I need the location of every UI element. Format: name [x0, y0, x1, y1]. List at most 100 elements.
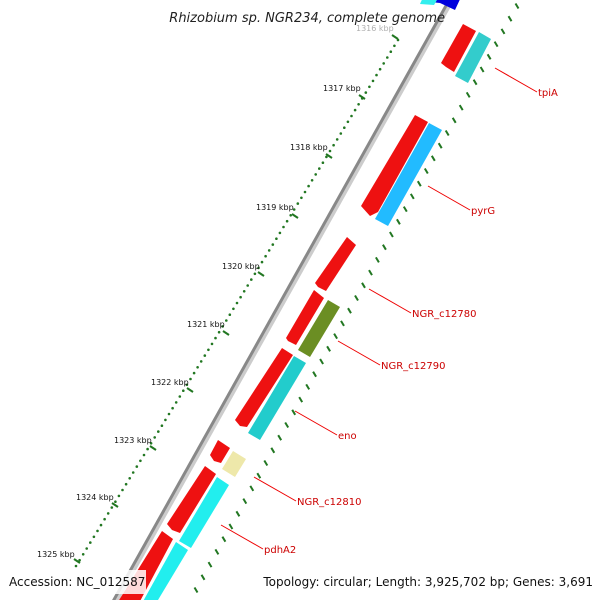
inner-track-dash — [486, 53, 492, 60]
tick-dot — [131, 471, 135, 474]
tick-dot — [81, 553, 85, 556]
gene-label-ngr-c12780: NGR_c12780 — [412, 309, 477, 320]
tick-dot — [378, 67, 382, 71]
tick-dot — [321, 161, 325, 164]
inner-track-dash — [465, 91, 471, 98]
inner-track-dash — [458, 104, 464, 111]
inner-track-dash — [221, 536, 227, 543]
tick-label-1324: 1324 kbp — [76, 493, 114, 502]
tick-mark-1318 — [325, 153, 333, 159]
inner-track-dash — [277, 434, 283, 441]
inner-track-dash — [361, 282, 366, 289]
tick-dot — [99, 523, 103, 527]
tick-dot — [239, 295, 242, 299]
tick-dot — [164, 418, 167, 422]
footer-background-right — [256, 570, 596, 594]
inner-track-dash — [214, 548, 220, 555]
cds-arrow-ngr-c12790-a — [286, 290, 324, 345]
product-bar-bottom-partial — [143, 542, 188, 600]
tick-dot — [250, 278, 253, 281]
tick-dot — [257, 266, 260, 270]
tick-dot — [364, 91, 368, 94]
label-line-eno — [294, 410, 338, 436]
product-bar-ngr-c12790 — [298, 300, 340, 357]
tick-dot — [350, 114, 353, 118]
tick-dot — [260, 260, 264, 264]
inner-track-dash — [256, 472, 262, 479]
tick-dot — [142, 453, 146, 457]
tick-dot — [307, 184, 310, 188]
inner-track-dash — [396, 218, 401, 225]
gene-label-pdha2: pdhA2 — [264, 545, 296, 556]
tick-dot — [242, 290, 246, 293]
inner-track-dash — [493, 41, 499, 48]
label-line-tpia — [494, 67, 538, 93]
tick-dot — [303, 190, 307, 194]
tick-dot — [174, 401, 178, 404]
tick-dot — [371, 79, 375, 83]
inner-track-dash — [340, 320, 345, 327]
tick-dot — [339, 132, 343, 135]
inner-track-dash — [193, 586, 199, 594]
inner-track-dash — [298, 396, 304, 403]
tick-dot — [314, 173, 318, 176]
tick-dot — [74, 564, 78, 568]
tick-label-1323: 1323 kbp — [114, 436, 152, 445]
tick-dot — [196, 366, 199, 369]
inner-track-dash — [305, 383, 311, 390]
tick-dot — [228, 313, 232, 317]
tick-dot — [296, 202, 300, 205]
inner-track-dash — [368, 269, 373, 276]
inner-track-dash — [228, 523, 234, 530]
product-bar-ngr-c12810 — [222, 451, 246, 477]
tick-dot — [275, 237, 278, 240]
inner-track-dash — [500, 28, 506, 35]
tick-dot — [246, 284, 249, 287]
gene-label-eno: eno — [338, 431, 357, 442]
map-title: Rhizobium sp. NGR234, complete genome — [169, 11, 445, 26]
inner-track-dash — [270, 447, 276, 454]
cds-arrow-eno — [235, 348, 293, 427]
footer-background-left — [4, 570, 146, 594]
tick-dot — [300, 196, 303, 200]
cds-arrow-top-partial — [428, 0, 460, 10]
tick-dot — [289, 214, 293, 217]
gene-label-ngr-c12810: NGR_c12810 — [297, 497, 362, 508]
inner-track-dash — [207, 561, 213, 568]
tick-labels: 1316 kbp 1317 kbp 1318 kbp 1319 kbp 1320… — [37, 24, 394, 559]
tick-dot — [282, 225, 285, 229]
inner-track-dash — [291, 409, 297, 416]
tick-dot — [325, 155, 328, 159]
tick-dot — [121, 488, 124, 492]
tick-dot — [89, 541, 92, 544]
tick-dot — [225, 319, 228, 322]
inner-track-dash — [263, 459, 269, 467]
tick-dot — [310, 179, 314, 182]
tick-dot — [117, 494, 121, 498]
tick-dot — [192, 371, 196, 375]
tick-dot — [232, 307, 235, 311]
tick-dot — [357, 103, 360, 106]
label-line-pyrg — [427, 185, 471, 211]
product-bar-eno — [248, 356, 306, 440]
tick-dot — [210, 342, 214, 346]
inner-track-dash — [507, 15, 513, 22]
cds-arrow-ngr-c12780 — [315, 237, 356, 291]
tick-dot — [189, 377, 192, 381]
tick-mark-1322 — [186, 387, 194, 393]
tick-dot — [375, 73, 378, 77]
tick-dot — [368, 85, 371, 89]
tick-dot — [92, 535, 96, 539]
label-line-ngr-c12810 — [253, 476, 297, 502]
tick-dot — [106, 512, 110, 515]
tick-dot — [235, 301, 239, 305]
tick-mark-1325 — [73, 558, 81, 564]
inner-track-dash — [437, 142, 443, 149]
tick-dot — [167, 412, 171, 416]
tick-dot — [343, 126, 346, 129]
inner-track-dash — [389, 231, 394, 238]
tick-dot — [278, 231, 282, 235]
label-line-pdha2 — [220, 524, 264, 550]
tick-marks — [73, 34, 399, 564]
